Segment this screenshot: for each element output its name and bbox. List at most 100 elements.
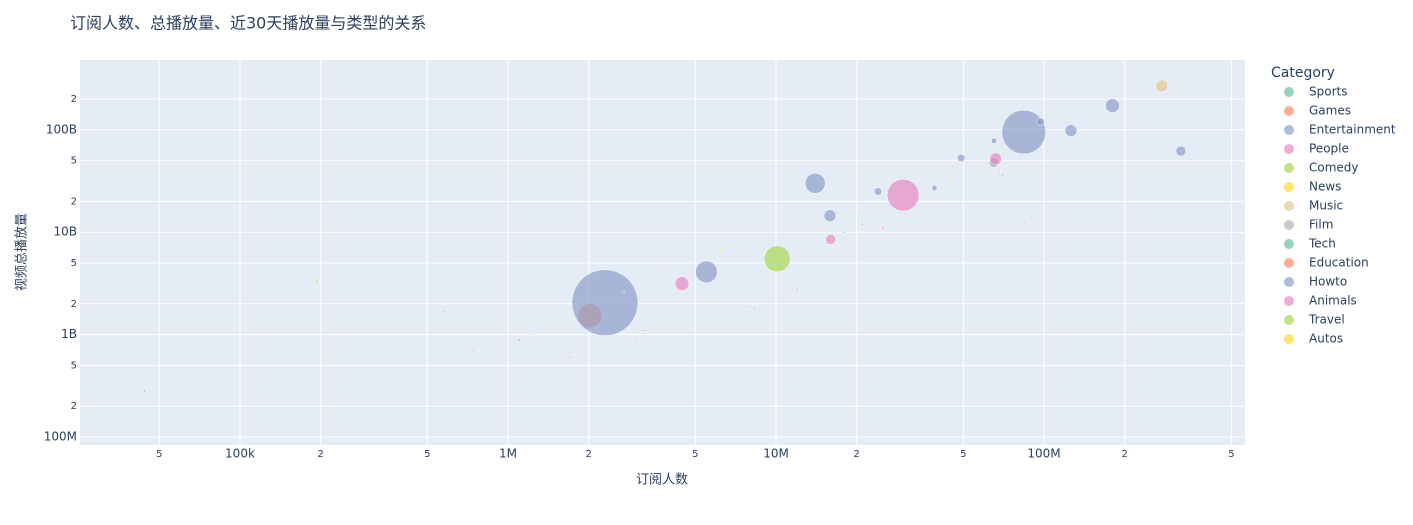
bubble — [949, 177, 953, 181]
x-tick-label: 1M — [499, 447, 517, 461]
x-tick-label: 5 — [1228, 449, 1234, 460]
bubble — [517, 338, 521, 342]
legend-label: Games — [1309, 104, 1351, 118]
legend-marker — [1284, 106, 1294, 116]
legend-marker — [1284, 315, 1294, 325]
bubble — [1105, 98, 1120, 113]
bubble — [873, 187, 882, 196]
x-tick-label: 10M — [763, 447, 789, 461]
bubble — [881, 226, 885, 230]
legend-label: Education — [1309, 256, 1369, 270]
bubble — [763, 245, 791, 273]
bubble — [1036, 117, 1045, 126]
plot-area — [143, 79, 1187, 393]
legend-label: Film — [1309, 218, 1333, 232]
bubble — [718, 247, 722, 251]
bubble — [989, 152, 1002, 166]
bubble — [1064, 124, 1078, 137]
legend-label: People — [1309, 142, 1349, 156]
bubble — [695, 260, 718, 284]
bubble — [713, 296, 716, 299]
bubble — [843, 230, 846, 234]
bubble — [724, 294, 728, 297]
legend-label: Autos — [1309, 332, 1343, 346]
x-tick-label: 5 — [692, 449, 698, 460]
legend-label: Animals — [1309, 294, 1357, 308]
y-axis-title: 视频总播放量 — [15, 213, 30, 291]
legend-marker — [1284, 334, 1294, 344]
y-tick-label: 2 — [71, 401, 77, 412]
bubble — [1155, 79, 1169, 93]
bubble — [750, 304, 753, 308]
y-tick-label: 5 — [71, 156, 77, 167]
legend-marker — [1284, 277, 1294, 287]
x-tick-label: 2 — [854, 449, 860, 460]
bubble — [1175, 145, 1187, 157]
bubble — [804, 172, 826, 194]
legend-label: Howto — [1309, 275, 1347, 289]
y-tick-label: 2 — [71, 94, 77, 105]
bubble — [622, 290, 626, 294]
bubble — [315, 279, 319, 284]
x-axis-title: 订阅人数 — [636, 473, 688, 488]
bubble — [997, 168, 1001, 173]
y-tick-label: 5 — [71, 258, 77, 269]
bubble — [860, 222, 864, 226]
bubble — [471, 349, 475, 352]
bubble — [143, 389, 146, 393]
chart-title: 订阅人数、总播放量、近30天播放量与类型的关系 — [70, 14, 426, 33]
legend-marker — [1284, 220, 1294, 230]
bubble — [527, 333, 531, 336]
bubble — [795, 287, 799, 291]
bubble — [886, 178, 920, 212]
legend-marker — [1284, 87, 1294, 97]
x-tick-label: 100k — [225, 447, 255, 461]
x-tick-label: 5 — [156, 449, 162, 460]
x-tick-label: 5 — [424, 449, 430, 460]
legend-label: Entertainment — [1309, 123, 1396, 137]
legend-marker — [1284, 258, 1294, 268]
y-tick-label: 10B — [53, 225, 77, 239]
legend-label: Comedy — [1309, 161, 1359, 175]
bubble — [571, 269, 639, 336]
bubble — [956, 153, 966, 163]
bubble — [1030, 215, 1034, 219]
y-tick-label: 2 — [71, 196, 77, 207]
y-tick-label: 5 — [71, 360, 77, 371]
x-tick-label: 100M — [1027, 447, 1060, 461]
legend-label: Tech — [1308, 237, 1336, 251]
bubble — [931, 185, 938, 191]
bubble — [1001, 173, 1004, 177]
bubble — [568, 356, 572, 359]
legend-marker — [1284, 201, 1294, 211]
bubble — [1001, 109, 1046, 155]
legend-label: News — [1309, 180, 1341, 194]
y-tick-label: 1B — [61, 327, 77, 341]
x-tick-label: 2 — [585, 449, 591, 460]
legend-marker — [1284, 163, 1294, 173]
y-tick-label: 100M — [44, 430, 77, 444]
y-tick-label: 100B — [46, 122, 77, 136]
legend-marker — [1284, 144, 1294, 154]
bubble — [655, 269, 659, 273]
bubble — [642, 329, 645, 332]
bubble — [823, 209, 837, 222]
x-tick-label: 5 — [960, 449, 966, 460]
bubble — [753, 307, 756, 310]
legend-label: Music — [1309, 199, 1343, 213]
bubble — [825, 234, 837, 245]
bubble — [990, 137, 997, 144]
x-tick-label: 2 — [317, 449, 323, 460]
bubble — [762, 246, 766, 250]
legend-marker — [1284, 182, 1294, 192]
legend-label: Travel — [1308, 313, 1345, 327]
bubble — [674, 276, 690, 291]
legend-title: Category — [1271, 65, 1335, 81]
bubble — [634, 338, 638, 341]
bubble — [443, 309, 446, 313]
legend-marker — [1284, 296, 1294, 306]
plot-background — [80, 60, 1245, 445]
legend-marker — [1284, 239, 1294, 249]
x-tick-label: 2 — [1122, 449, 1128, 460]
